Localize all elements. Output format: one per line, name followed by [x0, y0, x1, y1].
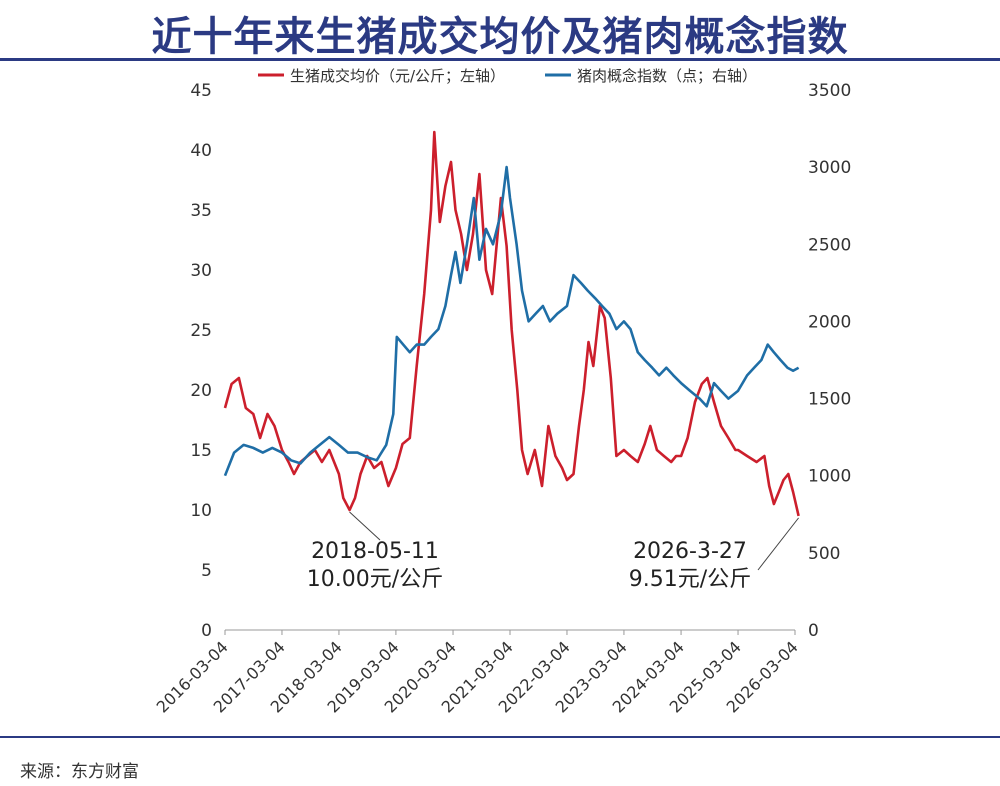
annotation-leader-line — [349, 511, 381, 541]
left-y-tick-label: 40 — [190, 141, 212, 161]
right-y-tick-label: 500 — [808, 544, 840, 564]
left-y-tick-label: 20 — [190, 381, 212, 401]
legend-label: 生猪成交均价（元/公斤；左轴） — [290, 67, 505, 85]
index-series-line — [223, 165, 800, 477]
right-y-tick-label: 2500 — [808, 235, 851, 255]
left-y-tick-label: 30 — [190, 261, 212, 281]
left-y-tick-label: 10 — [190, 501, 212, 521]
right-y-tick-label: 2000 — [808, 312, 851, 332]
left-y-tick-label: 45 — [190, 81, 212, 101]
right-y-tick-label: 1500 — [808, 390, 851, 410]
left-y-tick-label: 25 — [190, 321, 212, 341]
annotation-leader-line — [757, 517, 799, 571]
annotation-value: 10.00元/公斤 — [307, 567, 443, 592]
page-title: 近十年来生猪成交均价及猪肉概念指数 — [151, 14, 849, 60]
left-y-tick-label: 35 — [190, 201, 212, 221]
left-y-tick-label: 5 — [201, 561, 212, 581]
annotation-date: 2018-05-11 — [311, 539, 439, 564]
source-note: 来源：东方财富 — [20, 762, 139, 782]
title-divider — [0, 58, 1000, 61]
left-y-tick-label: 15 — [190, 441, 212, 461]
left-y-tick-label: 0 — [201, 621, 212, 641]
right-y-tick-label: 3500 — [808, 81, 851, 101]
legend-label: 猪肉概念指数（点；右轴） — [577, 67, 757, 85]
annotation-value: 9.51元/公斤 — [629, 567, 751, 592]
annotation-date: 2026-3-27 — [633, 539, 747, 564]
price-series-line — [223, 130, 800, 517]
footer-divider — [0, 736, 1000, 738]
right-y-tick-label: 0 — [808, 621, 819, 641]
right-y-tick-label: 3000 — [808, 158, 851, 178]
right-y-tick-label: 1000 — [808, 467, 851, 487]
